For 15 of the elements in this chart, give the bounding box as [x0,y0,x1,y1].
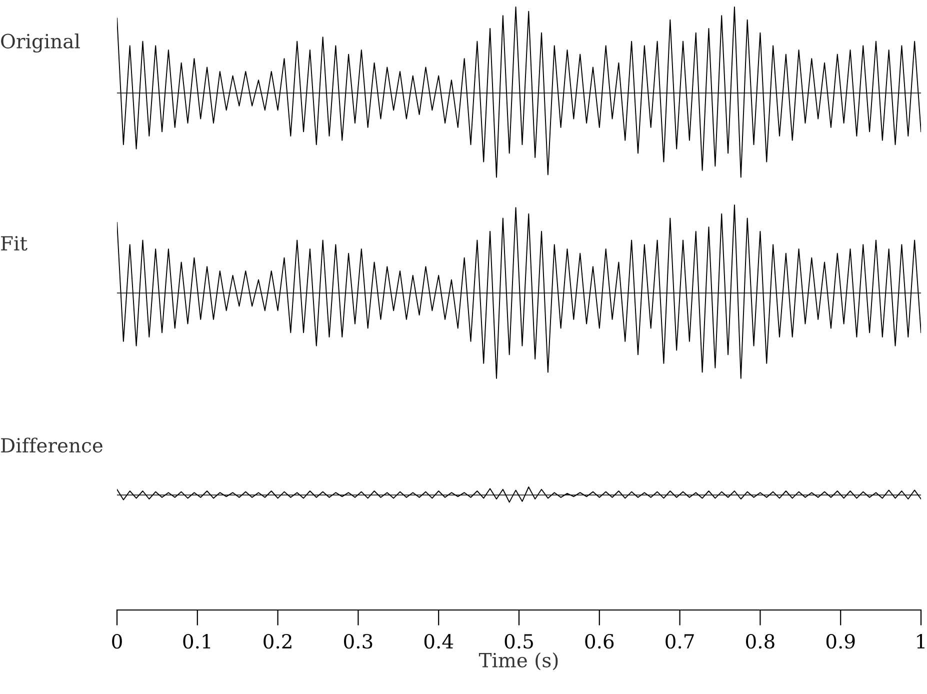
x-tick-label: 0.8 [746,634,774,649]
x-tick-label: 0.9 [826,634,855,649]
x-tick-label: 0.4 [424,634,454,649]
x-tick-label: 0 [112,634,122,649]
x-tick-label: 0.1 [183,634,210,649]
x-tick-label: 0.5 [504,634,533,649]
chart-title: Difference [1,438,102,453]
x-tick-label: 0.3 [344,634,372,649]
text: Fit [1,236,28,251]
x-axis-title: Time (s) [478,652,558,670]
x-tick-label: 0.7 [666,634,694,649]
text: Original [1,33,80,53]
x-tick-label: 0.2 [264,634,292,649]
x-tick-label: 1 [917,634,924,648]
x-tick-label: 0.6 [585,634,614,649]
